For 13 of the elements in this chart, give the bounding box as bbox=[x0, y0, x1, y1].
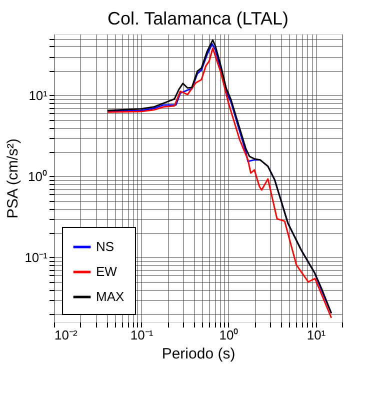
y-tick-label: 10¹ bbox=[28, 88, 48, 103]
legend-label: MAX bbox=[96, 289, 124, 304]
y-tick-label: 10⁻¹ bbox=[24, 250, 48, 265]
y-axis-title: PSA (cm/s²) bbox=[4, 138, 22, 219]
legend-label: EW bbox=[96, 264, 118, 279]
x-tick-label: 10⁰ bbox=[219, 328, 239, 342]
chart-title: Col. Talamanca (LTAL) bbox=[107, 8, 289, 29]
x-tick-label: 10⁻² bbox=[54, 328, 78, 342]
x-tick-label: 10¹ bbox=[306, 328, 326, 342]
y-tick-label: 10⁰ bbox=[28, 168, 48, 184]
x-axis-title: Periodo (s) bbox=[162, 346, 236, 362]
x-tick-label: 10⁻¹ bbox=[130, 328, 154, 342]
legend-label: NS bbox=[96, 239, 114, 254]
